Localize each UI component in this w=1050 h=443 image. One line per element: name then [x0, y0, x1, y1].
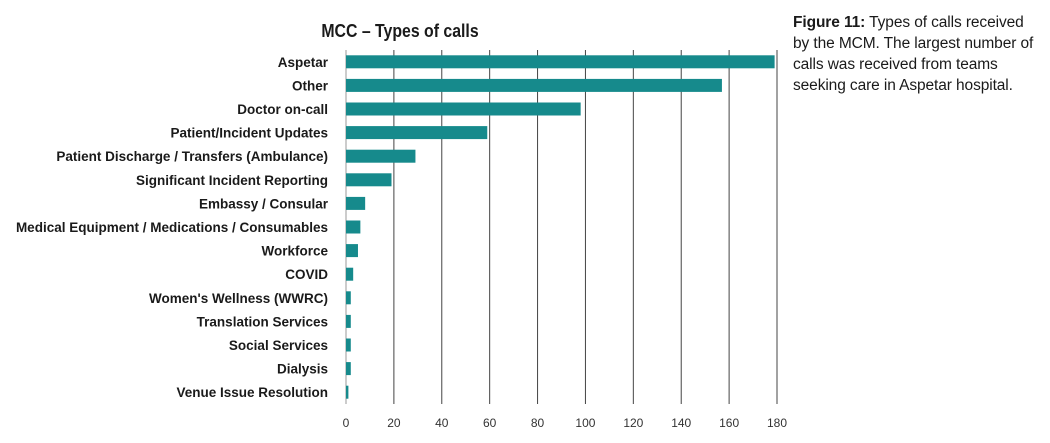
bars — [346, 55, 775, 399]
x-tick-label: 20 — [387, 416, 401, 430]
category-label: Venue Issue Resolution — [176, 385, 328, 400]
bar — [346, 291, 351, 305]
bar — [346, 173, 392, 187]
bar — [346, 220, 361, 234]
category-label: Women's Wellness (WWRC) — [149, 291, 328, 306]
x-tick-label: 120 — [623, 416, 643, 430]
figure-caption: Figure 11: Types of calls received by th… — [793, 12, 1043, 96]
category-label: Workforce — [261, 244, 328, 259]
x-tick-label: 0 — [343, 416, 350, 430]
x-tick-label: 80 — [531, 416, 545, 430]
bar — [346, 55, 775, 69]
bar — [346, 102, 581, 116]
category-label: Doctor on-call — [237, 102, 328, 117]
bar — [346, 149, 416, 163]
bar — [346, 385, 349, 399]
bar — [346, 267, 354, 281]
category-label: Social Services — [229, 338, 328, 353]
category-label: COVID — [285, 267, 328, 282]
bar — [346, 78, 722, 92]
category-label: Embassy / Consular — [199, 196, 329, 211]
bar — [346, 244, 358, 258]
category-label: Significant Incident Reporting — [136, 173, 328, 188]
x-tick-label: 180 — [767, 416, 787, 430]
bar — [346, 362, 351, 376]
bar — [346, 196, 366, 210]
bar — [346, 126, 488, 140]
x-tick-label: 160 — [719, 416, 739, 430]
category-label: Patient Discharge / Transfers (Ambulance… — [56, 149, 328, 164]
x-tick-label: 60 — [483, 416, 497, 430]
category-label: Other — [292, 78, 329, 93]
chart-title: MCC – Types of calls — [321, 21, 479, 41]
bar — [346, 338, 351, 352]
x-tick-label: 140 — [671, 416, 691, 430]
tick-labels: 0 20 40 60 80 100 120 140 160 180 — [343, 416, 788, 430]
x-tick-label: 40 — [435, 416, 449, 430]
caption-text: Types of calls received by the MCM. The … — [793, 14, 1034, 94]
x-tick-label: 100 — [575, 416, 595, 430]
category-label: Aspetar — [278, 55, 329, 70]
category-label: Patient/Incident Updates — [170, 126, 328, 141]
category-labels: Aspetar Other Doctor on-call Patient/Incide… — [16, 55, 329, 400]
caption-label: Figure 11: — [793, 14, 866, 31]
category-label: Medical Equipment / Medications / Consum… — [16, 220, 328, 235]
category-label: Translation Services — [197, 314, 328, 329]
bar — [346, 314, 351, 328]
category-label: Dialysis — [277, 362, 328, 377]
